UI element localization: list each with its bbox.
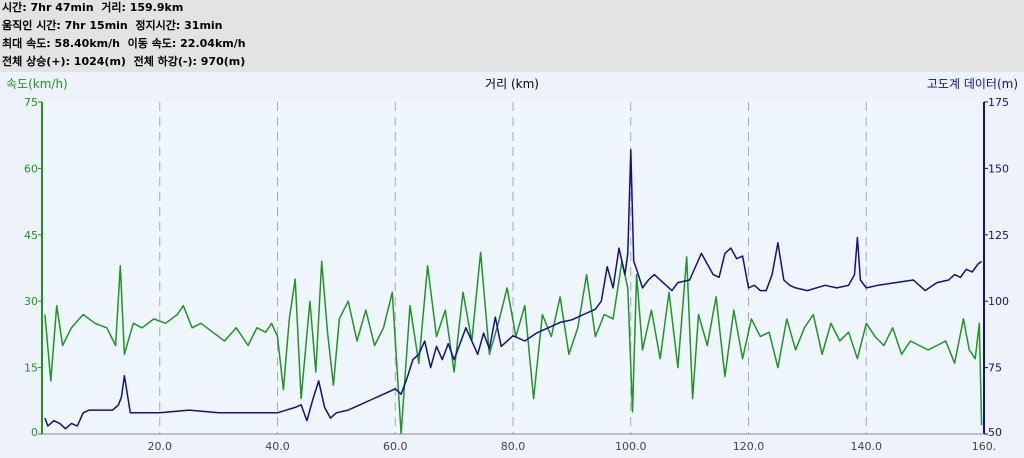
left-tick-label: 45 xyxy=(24,229,38,242)
left-tick-label: 30 xyxy=(24,295,38,308)
right-tick-label: 75 xyxy=(988,362,1002,375)
right-tick-label: 125 xyxy=(988,229,1009,242)
summary-line-speed: 최대 속도: 58.40km/h 이동 속도: 22.04km/h xyxy=(2,37,246,50)
x-tick-label: 140.0 xyxy=(851,440,883,453)
summary-line-ascent-descent: 전체 상승(+): 1024(m) 전체 하강(-): 970(m) xyxy=(2,55,245,68)
chart-area: 20.0 40.0 60.0 80.0 100.0 120.0 140.0 160. 0 15 30… xyxy=(0,72,1024,454)
right-tick-label: 150 xyxy=(988,162,1009,175)
right-axis-title: 고도계 데이터(m) xyxy=(927,77,1018,91)
x-tick-label: 80.0 xyxy=(501,440,526,453)
distance-speed-elevation-chart: 20.0 40.0 60.0 80.0 100.0 120.0 140.0 160. 0 15 30… xyxy=(0,72,1024,454)
right-tick-label: 100 xyxy=(988,295,1009,308)
x-axis-title: 거리 (km) xyxy=(485,77,539,91)
summary-panel: 시간: 7hr 47min 거리: 159.9km 움직인 시간: 7hr 15… xyxy=(0,0,1024,72)
x-tick-label: 20.0 xyxy=(148,440,173,453)
x-tick-label: 40.0 xyxy=(265,440,290,453)
left-tick-label: 15 xyxy=(24,362,38,375)
x-tick-label: 120.0 xyxy=(733,440,765,453)
right-tick-label: 175 xyxy=(988,96,1009,109)
left-tick-label: 0 xyxy=(31,426,38,439)
x-tick-label: 160. xyxy=(972,440,997,453)
right-tick-label: 50 xyxy=(988,426,1002,439)
left-tick-label: 60 xyxy=(24,162,38,175)
summary-line-moving-time: 움직인 시간: 7hr 15min 정지시간: 31min xyxy=(2,19,223,32)
plot-background xyxy=(42,102,975,434)
summary-line-time-distance: 시간: 7hr 47min 거리: 159.9km xyxy=(2,1,183,14)
x-tick-label: 100.0 xyxy=(615,440,647,453)
left-tick-label: 75 xyxy=(24,96,38,109)
left-axis-title: 속도(km/h) xyxy=(6,77,68,91)
x-tick-label: 60.0 xyxy=(383,440,408,453)
